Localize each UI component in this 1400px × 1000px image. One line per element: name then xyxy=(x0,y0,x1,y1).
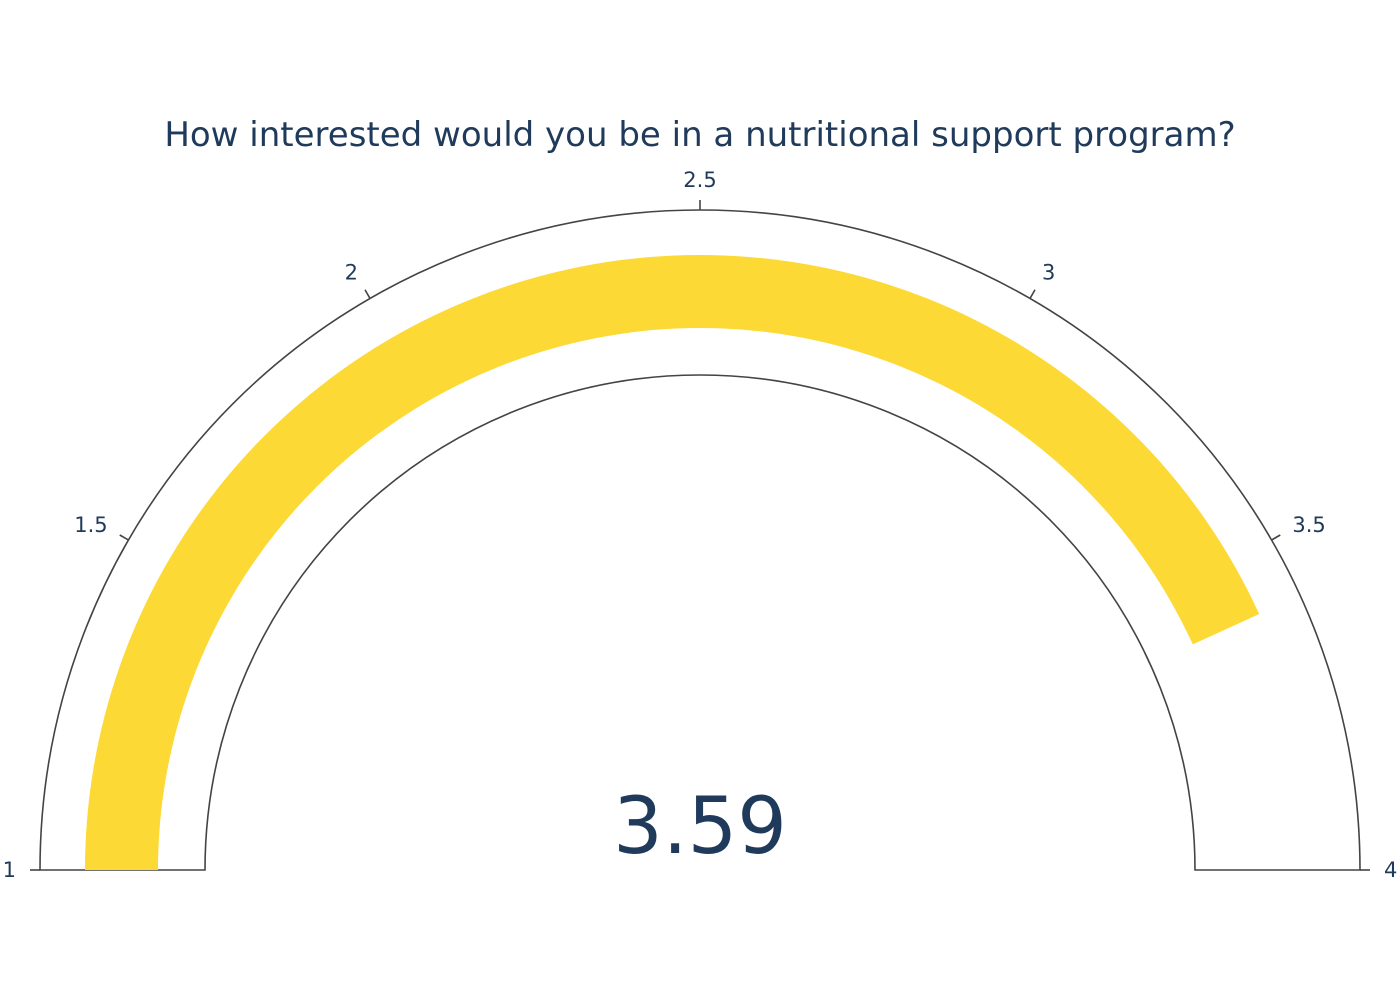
gauge-tick-label: 4 xyxy=(1384,858,1397,882)
gauge-tick-label: 1.5 xyxy=(74,513,107,537)
gauge-tick xyxy=(119,534,129,541)
chart-title: How interested would you be in a nutriti… xyxy=(164,115,1235,155)
gauge-tick-label: 2 xyxy=(345,260,358,284)
gauge-value-bar xyxy=(85,254,1260,870)
gauge-tick-label: 3.5 xyxy=(1292,513,1325,537)
gauge-layer: 1 1.5 2 2.5 3 3.5 4 xyxy=(3,168,1398,882)
gauge-tick-label: 1 xyxy=(3,858,16,882)
gauge-tick xyxy=(1029,289,1036,299)
gauge-tick-label: 3 xyxy=(1042,260,1055,284)
gauge-value-label: 3.59 xyxy=(613,782,787,872)
gauge-tick-label: 2.5 xyxy=(683,168,716,192)
gauge-tick xyxy=(364,289,371,299)
gauge-tick xyxy=(1271,534,1281,541)
